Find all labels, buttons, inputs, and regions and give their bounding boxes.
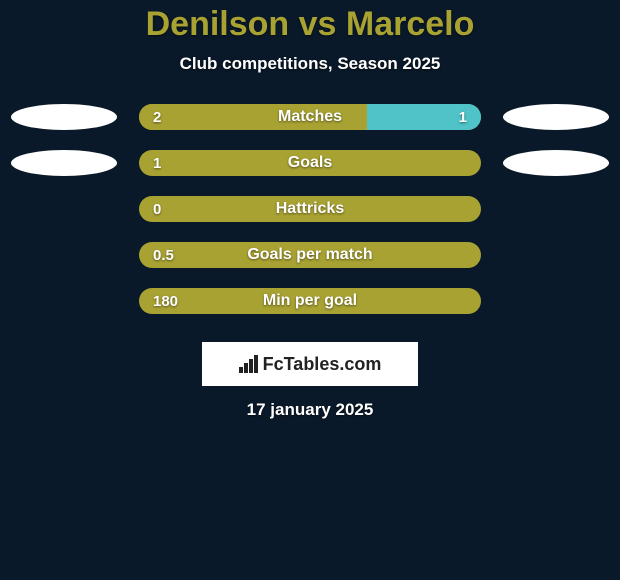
stat-row: Min per goal180 xyxy=(0,288,620,314)
player-left-marker xyxy=(11,288,117,314)
stat-bar: Goals1 xyxy=(139,150,481,176)
stat-row: Hattricks0 xyxy=(0,196,620,222)
player-right-marker xyxy=(503,288,609,314)
bar-segment-left xyxy=(139,196,481,222)
logo-box: FcTables.com xyxy=(202,342,418,386)
stats-chart: Matches21 Goals1 Hattricks0 Goals per match… xyxy=(0,104,620,334)
stat-row: Goals per match0.5 xyxy=(0,242,620,268)
player-left-marker xyxy=(11,104,117,130)
page-title: Denilson vs Marcelo xyxy=(146,5,475,44)
player-right-marker xyxy=(503,196,609,222)
bar-segment-left xyxy=(139,150,481,176)
player-right-marker xyxy=(503,150,609,176)
logo-label: FcTables.com xyxy=(263,354,382,375)
comparison-infographic: Denilson vs Marcelo Club competitions, S… xyxy=(0,0,620,580)
player-right-marker xyxy=(503,104,609,130)
stat-row: Matches21 xyxy=(0,104,620,130)
date-text: 17 january 2025 xyxy=(247,400,374,420)
page-subtitle: Club competitions, Season 2025 xyxy=(180,54,441,74)
player-left-marker xyxy=(11,150,117,176)
bar-segment-left xyxy=(139,288,481,314)
player-left-marker xyxy=(11,196,117,222)
stat-bar: Goals per match0.5 xyxy=(139,242,481,268)
stat-bar: Hattricks0 xyxy=(139,196,481,222)
bar-chart-icon xyxy=(239,355,259,373)
bar-segment-left xyxy=(139,242,481,268)
bar-segment-left xyxy=(139,104,367,130)
player-left-marker xyxy=(11,242,117,268)
stat-bar: Min per goal180 xyxy=(139,288,481,314)
stat-bar: Matches21 xyxy=(139,104,481,130)
player-right-marker xyxy=(503,242,609,268)
stat-row: Goals1 xyxy=(0,150,620,176)
logo-text: FcTables.com xyxy=(239,354,382,375)
bar-segment-right xyxy=(367,104,481,130)
